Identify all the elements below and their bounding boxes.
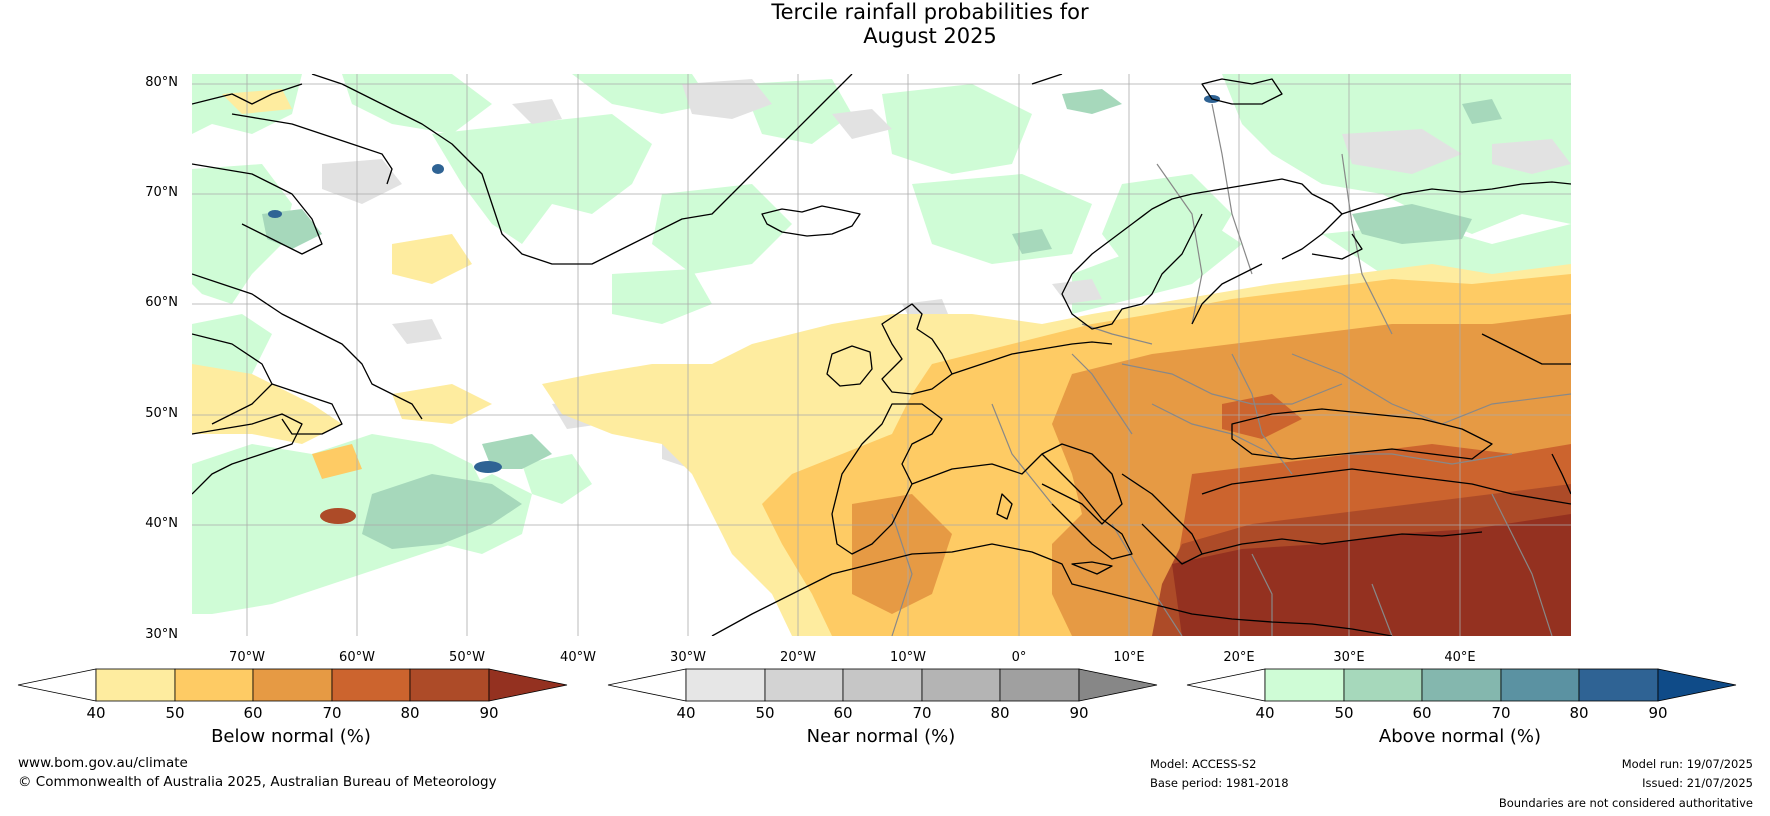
boundaries-disclaimer: Boundaries are not considered authoritat… — [1498, 796, 1753, 810]
cbar-near-swatch-gt90 — [1078, 668, 1158, 702]
lon-label-10w: 10°W — [890, 650, 926, 665]
cbar-below-swatch-80-90 — [409, 668, 490, 702]
lon-label-20w: 20°W — [780, 650, 816, 665]
model-name: Model: ACCESS-S2 — [1150, 757, 1257, 771]
lat-label-30: 30°N — [145, 627, 178, 642]
coastlines — [192, 74, 1571, 636]
lon-label-0: 0° — [1011, 650, 1027, 665]
colorbar-below-normal — [17, 668, 568, 702]
cbar-above-tick-80: 80 — [1569, 704, 1589, 722]
graticule — [192, 74, 1571, 636]
colorbar-above-normal — [1186, 668, 1737, 702]
lon-label-20e: 20°E — [1223, 650, 1255, 665]
cbar-below-tick-90: 90 — [479, 704, 499, 722]
model-run: Model run: 19/07/2025 — [1621, 757, 1753, 771]
lat-label-40: 40°N — [145, 516, 178, 531]
lat-label-50: 50°N — [145, 406, 178, 421]
cbar-near-tick-50: 50 — [755, 704, 775, 722]
cbar-above-swatch-lt40 — [1186, 668, 1266, 702]
cbar-above-swatch-gt90 — [1657, 668, 1737, 702]
lon-label-40w: 40°W — [560, 650, 596, 665]
lon-label-30e: 30°E — [1333, 650, 1365, 665]
map-area[interactable] — [192, 74, 1571, 636]
cbar-near-swatch-80-90 — [999, 668, 1080, 702]
above-normal-80 — [268, 95, 1220, 473]
below-normal-field — [192, 89, 1571, 636]
country-borders — [891, 103, 1571, 636]
colorbars — [17, 668, 1737, 702]
cbar-near-tick-60: 60 — [833, 704, 853, 722]
above-normal-60 — [262, 89, 1502, 549]
issued-date: Issued: 21/07/2025 — [1642, 776, 1753, 790]
cbar-above-swatch-60-70 — [1421, 668, 1502, 702]
lon-label-30w: 30°W — [670, 650, 706, 665]
cbar-above-label: Above normal (%) — [1378, 726, 1542, 747]
cbar-near-tick-40: 40 — [676, 704, 696, 722]
cbar-above-tick-90: 90 — [1648, 704, 1668, 722]
map-svg — [192, 74, 1571, 636]
lon-label-60w: 60°W — [339, 650, 375, 665]
cbar-below-tick-40: 40 — [86, 704, 106, 722]
cbar-below-tick-80: 80 — [400, 704, 420, 722]
cbar-above-tick-40: 40 — [1255, 704, 1275, 722]
lon-label-70w: 70°W — [229, 650, 265, 665]
base-period: Base period: 1981-2018 — [1150, 776, 1289, 790]
cbar-below-swatch-40-50 — [95, 668, 176, 702]
cbar-above-swatch-70-80 — [1500, 668, 1580, 702]
cbar-above-swatch-80-90 — [1578, 668, 1659, 702]
cbar-near-swatch-50-60 — [764, 668, 844, 702]
cbar-below-swatch-gt90 — [488, 668, 568, 702]
colorbar-near-normal — [607, 668, 1158, 702]
cbar-above-tick-50: 50 — [1334, 704, 1354, 722]
cbar-below-swatch-lt40 — [17, 668, 97, 702]
cbar-below-label: Below normal (%) — [211, 726, 371, 747]
cbar-near-swatch-70-80 — [921, 668, 1001, 702]
lon-label-50w: 50°W — [449, 650, 485, 665]
cbar-near-swatch-lt40 — [607, 668, 687, 702]
map-title: Tercile rainfall probabilities for Augus… — [0, 0, 1770, 48]
cbar-near-tick-90: 90 — [1069, 704, 1089, 722]
cbar-near-swatch-40-50 — [685, 668, 766, 702]
title-line-1: Tercile rainfall probabilities for — [771, 0, 1089, 24]
lat-label-60: 60°N — [145, 295, 178, 310]
cbar-above-swatch-50-60 — [1343, 668, 1423, 702]
cbar-below-tick-60: 60 — [243, 704, 263, 722]
lat-label-80: 80°N — [145, 75, 178, 90]
cbar-near-tick-70: 70 — [912, 704, 932, 722]
cbar-above-tick-70: 70 — [1491, 704, 1511, 722]
cbar-near-swatch-60-70 — [842, 668, 923, 702]
cbar-above-swatch-40-50 — [1264, 668, 1345, 702]
cbar-below-tick-70: 70 — [322, 704, 342, 722]
cbar-below-swatch-50-60 — [174, 668, 254, 702]
cbar-below-tick-50: 50 — [165, 704, 185, 722]
copyright-text: © Commonwealth of Australia 2025, Austra… — [18, 774, 497, 790]
lon-label-40e: 40°E — [1444, 650, 1476, 665]
cbar-near-tick-80: 80 — [990, 704, 1010, 722]
website-link[interactable]: www.bom.gov.au/climate — [18, 755, 188, 771]
cbar-near-label: Near normal (%) — [806, 726, 956, 747]
lon-label-10e: 10°E — [1113, 650, 1145, 665]
lat-label-70: 70°N — [145, 185, 178, 200]
cbar-above-tick-60: 60 — [1412, 704, 1432, 722]
title-line-2: August 2025 — [863, 24, 997, 48]
cbar-below-swatch-60-70 — [252, 668, 333, 702]
cbar-below-swatch-70-80 — [331, 668, 411, 702]
